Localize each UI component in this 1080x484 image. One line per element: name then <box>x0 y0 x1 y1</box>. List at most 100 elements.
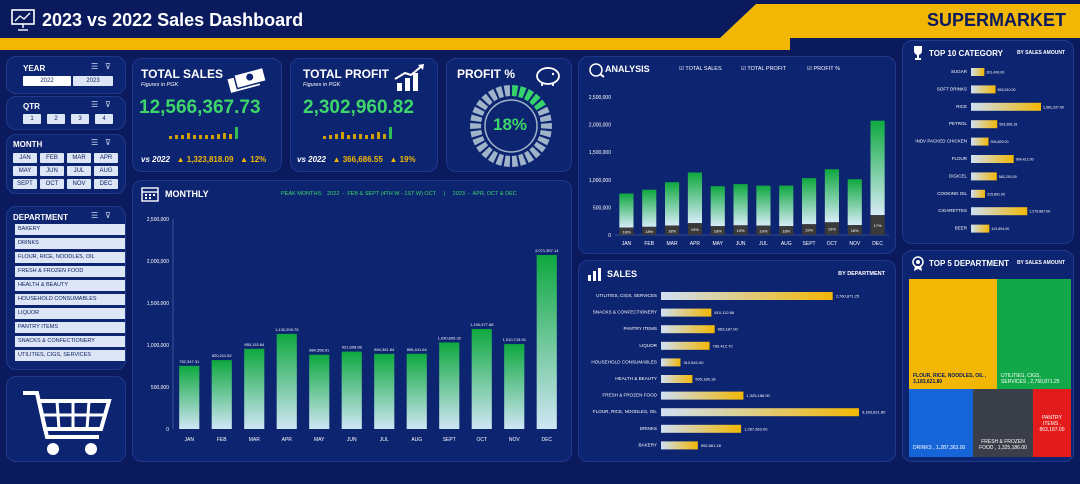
analysis-profit-bar <box>824 222 839 235</box>
x-tick-label: AUG <box>781 241 792 247</box>
x-tick-label: SEPT <box>443 437 456 443</box>
category-bar <box>971 85 996 94</box>
month-option-aug[interactable]: AUG <box>94 166 118 176</box>
donut-segment <box>540 122 552 130</box>
clear-filter-icon[interactable]: ⊽ <box>105 211 111 220</box>
clear-filter-icon[interactable]: ⊽ <box>105 100 111 109</box>
y-tick-label: 2,500,000 <box>147 217 169 223</box>
qtr-option-3[interactable]: 3 <box>71 114 89 124</box>
treemap-tile-fresh-frozen[interactable]: FRESH & FROZEN FOOD , 1,325,186.00 <box>973 389 1033 457</box>
category-bar <box>971 207 1028 216</box>
analysis-sales-bar <box>665 182 680 226</box>
month-option-oct[interactable]: OCT <box>40 179 64 189</box>
treemap-label: FLOUR, RICE, NOODLES, OIL , 3,183,621.80 <box>913 373 987 385</box>
month-option-may[interactable]: MAY <box>13 166 37 176</box>
department-option[interactable]: HEALTH & BEAUTY <box>15 280 125 291</box>
month-option-jan[interactable]: JAN <box>13 153 37 163</box>
analysis-profit-bar <box>687 223 702 235</box>
department-option[interactable]: SNACKS & CONFECTIONERY <box>15 336 125 347</box>
month-option-nov[interactable]: NOV <box>67 179 91 189</box>
department-option[interactable]: FLOUR, RICE, NOODLES, OIL <box>15 252 125 263</box>
analysis-chart: 0 500,000 1,000,000 1,500,000 2,000,000 2,500… <box>589 95 889 247</box>
month-option-feb[interactable]: FEB <box>40 153 64 163</box>
analysis-sales-bar <box>870 120 885 216</box>
dept-bar <box>661 341 710 350</box>
analysis-legend-profit[interactable]: ☑ TOTAL PROFIT <box>741 66 787 72</box>
treemap-tile-flour[interactable]: FLOUR, RICE, NOODLES, OIL , 3,183,621.80 <box>909 279 997 389</box>
month-option-sept[interactable]: SEPT <box>13 179 37 189</box>
clear-filter-icon[interactable]: ⊽ <box>105 62 111 71</box>
qtr-filter-title: QTR <box>23 102 40 111</box>
dept-bar <box>661 408 859 417</box>
x-tick-label: JUN <box>347 437 357 443</box>
total-profit-card: TOTAL PROFIT Figures in PGK 2,302,960.82… <box>290 58 438 172</box>
total-profit-comparison: vs 2022 ▲ 366,686.55 ▲ 19% <box>297 155 416 164</box>
department-option[interactable]: FRESH & FROZEN FOOD <box>15 266 125 277</box>
qtr-option-1[interactable]: 1 <box>23 114 41 124</box>
monthly-bar <box>341 351 362 429</box>
category-label: COOKING OIL <box>937 191 967 196</box>
analysis-pct-label: 17% <box>874 223 882 228</box>
multi-select-icon[interactable]: ☰ <box>91 211 99 220</box>
analysis-sales-bar <box>710 186 725 227</box>
donut-segment <box>487 89 498 102</box>
analysis-pct-label: 18% <box>782 229 790 234</box>
analysis-legend-pct[interactable]: ☑ PROFIT % <box>807 66 840 72</box>
year-option-2022[interactable]: 2022 <box>23 76 71 86</box>
qtr-option-4[interactable]: 4 <box>95 114 113 124</box>
department-option[interactable]: LIQUOR <box>15 308 125 319</box>
analysis-profit-bar <box>619 227 634 235</box>
category-bar-value: 1,270,887.00 <box>1029 210 1050 214</box>
header-bar <box>0 4 730 38</box>
category-bar-value: 301,490.00 <box>986 71 1004 75</box>
analysis-pct-label: 19% <box>828 227 836 232</box>
page-title: 2023 vs 2022 Sales Dashboard <box>42 10 304 30</box>
analysis-profit-bar <box>733 225 748 235</box>
year-option-2023[interactable]: 2023 <box>73 76 113 86</box>
dept-label: LIQUOR <box>639 343 657 348</box>
analysis-legend-sales[interactable]: ☑ TOTAL SALES <box>679 66 722 72</box>
month-option-mar[interactable]: MAR <box>67 153 91 163</box>
department-option[interactable]: BAKERY <box>15 224 125 235</box>
monthly-bar <box>406 353 427 429</box>
month-option-dec[interactable]: DEC <box>94 179 118 189</box>
month-filter: MONTH ☰ ⊽ JAN FEB MAR APR MAY JUN JUL AUG SEPT OC… <box>6 134 126 194</box>
year-filter-title: YEAR <box>23 64 46 73</box>
x-tick-label: DEC <box>872 241 883 247</box>
dept-label: FRESH & FROZEN FOOD <box>602 393 657 398</box>
dept-label: HEALTH & BEAUTY <box>615 376 657 381</box>
treemap-tile-pantry[interactable]: PANTRY ITEMS , 863,187.00 <box>1033 389 1071 457</box>
x-tick-label: JUL <box>380 437 389 443</box>
multi-select-icon[interactable]: ☰ <box>91 100 99 109</box>
clear-filter-icon[interactable]: ⊽ <box>105 138 111 147</box>
total-sales-vs: vs 2022 <box>141 155 170 164</box>
top5-department-panel: TOP 5 DEPARTMENT BY SALES AMOUNT FLOUR, … <box>902 250 1074 462</box>
dept-bar <box>661 441 698 450</box>
category-label: DIGICEL <box>949 173 968 178</box>
month-option-jun[interactable]: JUN <box>40 166 64 176</box>
month-option-jul[interactable]: JUL <box>67 166 91 176</box>
analysis-sales-bar <box>847 179 862 226</box>
donut-segment <box>529 93 541 106</box>
monthly-bar <box>504 344 525 429</box>
qtr-option-2[interactable]: 2 <box>47 114 65 124</box>
treemap-tile-utilities[interactable]: UTILITIES, CIGS, SERVICES , 2,760,871.25 <box>997 279 1071 389</box>
dept-bar-value: 505,186.18 <box>695 377 716 382</box>
category-bar-value: 582,293.00 <box>999 175 1017 179</box>
department-option[interactable]: DRINKS <box>15 238 125 249</box>
department-option[interactable]: UTILITIES, CIGS, SERVICES <box>15 350 125 361</box>
multi-select-icon[interactable]: ☰ <box>91 62 99 71</box>
total-profit-subtitle: Figures in PGK <box>303 82 341 88</box>
monthly-bar <box>309 354 330 429</box>
donut-segment <box>470 130 483 138</box>
treemap-tile-drinks[interactable]: DRINKS , 1,287,363.00 <box>909 389 973 457</box>
month-option-apr[interactable]: APR <box>94 153 118 163</box>
monthly-bar <box>244 348 265 429</box>
department-option[interactable]: PANTRY ITEMS <box>15 322 125 333</box>
donut-segment <box>524 150 535 163</box>
donut-segment <box>518 153 527 166</box>
category-label: BEER <box>955 226 968 231</box>
multi-select-icon[interactable]: ☰ <box>91 138 99 147</box>
department-option[interactable]: HOUSEHOLD CONSUMABLES <box>15 294 125 305</box>
analysis-profit-bar <box>710 226 725 235</box>
